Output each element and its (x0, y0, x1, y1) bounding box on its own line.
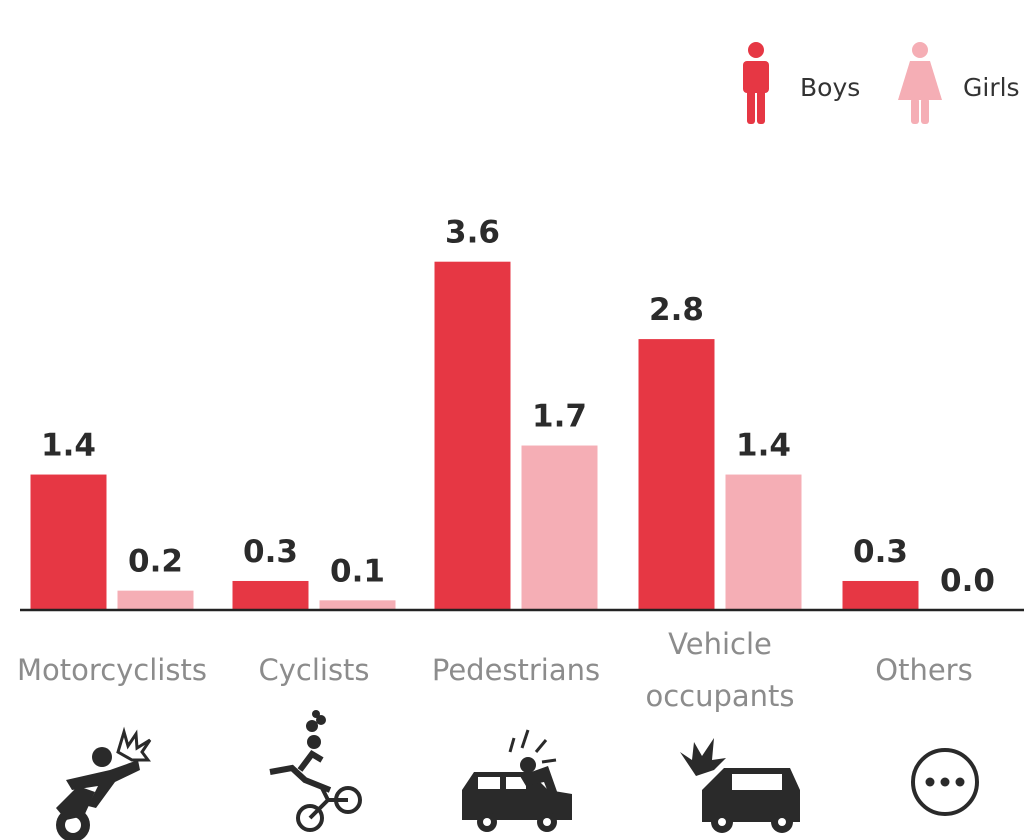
legend-label-boys: Boys (800, 73, 860, 102)
bar-girls-1 (117, 590, 194, 610)
bar-girls-2 (319, 600, 396, 610)
motorcycle-crash-icon (56, 726, 152, 840)
bar-boys-2 (232, 580, 309, 610)
value-label-girls-4: 1.4 (736, 428, 791, 464)
legend-boy-icon (743, 42, 769, 124)
value-label-girls-3: 1.7 (532, 399, 587, 435)
value-label-boys-1: 1.4 (41, 428, 96, 464)
value-label-girls-5: 0.0 (940, 563, 995, 599)
bar-boys-1 (30, 474, 107, 610)
category-label-4-line-2: occupants (645, 679, 794, 713)
value-label-boys-5: 0.3 (853, 534, 908, 570)
bicycle-crash-icon (269, 710, 362, 832)
value-label-girls-2: 0.1 (330, 553, 385, 589)
legend: Boys Girls (743, 42, 1020, 124)
value-label-girls-1: 0.2 (128, 544, 183, 580)
pedestrian-hit-by-car-icon (462, 729, 572, 832)
bars-layer (30, 261, 919, 610)
bar-boys-3 (434, 261, 511, 610)
legend-label-girls: Girls (963, 73, 1020, 102)
category-label-4-line-1: Vehicle (668, 627, 772, 661)
bar-girls-3 (521, 445, 598, 610)
value-labels-layer: 1.4 0.2 0.3 0.1 3.6 1.7 2.8 1.4 0.3 0.0 (41, 215, 995, 599)
category-label-1: Motorcyclists (17, 653, 207, 687)
value-label-boys-3: 3.6 (445, 215, 500, 251)
category-label-3: Pedestrians (432, 653, 600, 687)
bar-boys-5 (842, 580, 919, 610)
more-dots-icon (911, 748, 979, 816)
value-label-boys-2: 0.3 (243, 534, 298, 570)
category-labels-layer: Motorcyclists Cyclists Pedestrians Vehicle o… (17, 627, 973, 713)
category-label-5: Others (875, 653, 972, 687)
car-crash-icon (680, 738, 800, 833)
value-label-boys-4: 2.8 (649, 292, 704, 328)
bar-girls-4 (725, 474, 802, 610)
legend-girl-icon (898, 42, 942, 124)
category-label-2: Cyclists (258, 653, 369, 687)
bar-boys-4 (638, 339, 715, 610)
